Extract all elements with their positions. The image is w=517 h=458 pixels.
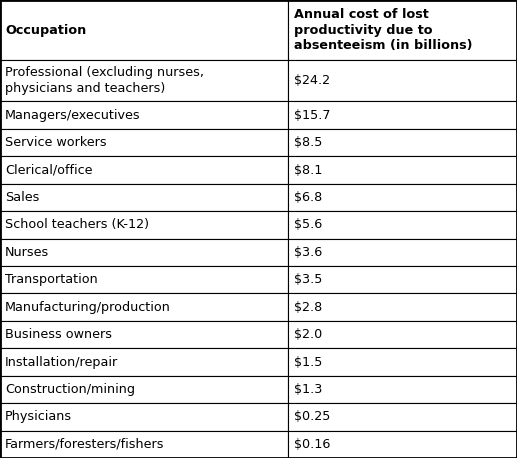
Bar xyxy=(0,129,288,156)
Bar xyxy=(288,0,517,60)
Bar xyxy=(288,321,517,348)
Text: Construction/mining: Construction/mining xyxy=(5,383,135,396)
Text: $2.8: $2.8 xyxy=(295,300,323,314)
Bar xyxy=(288,239,517,266)
Bar xyxy=(0,211,288,239)
Bar xyxy=(288,211,517,239)
Bar xyxy=(0,266,288,294)
Bar xyxy=(0,239,288,266)
Text: Annual cost of lost
productivity due to
absenteeism (in billions): Annual cost of lost productivity due to … xyxy=(295,8,473,52)
Text: $5.6: $5.6 xyxy=(295,218,323,231)
Bar xyxy=(288,376,517,403)
Bar xyxy=(288,266,517,294)
Text: Physicians: Physicians xyxy=(5,410,72,423)
Text: $2.0: $2.0 xyxy=(295,328,323,341)
Bar xyxy=(0,101,288,129)
Bar xyxy=(288,60,517,101)
Bar xyxy=(288,184,517,211)
Bar xyxy=(0,294,288,321)
Bar xyxy=(288,403,517,431)
Text: Farmers/foresters/fishers: Farmers/foresters/fishers xyxy=(5,438,164,451)
Text: $8.1: $8.1 xyxy=(295,164,323,176)
Text: $24.2: $24.2 xyxy=(295,74,330,87)
Text: $3.5: $3.5 xyxy=(295,273,323,286)
Bar xyxy=(288,101,517,129)
Bar xyxy=(288,156,517,184)
Bar xyxy=(0,156,288,184)
Bar xyxy=(0,60,288,101)
Text: School teachers (K-12): School teachers (K-12) xyxy=(5,218,149,231)
Text: $0.25: $0.25 xyxy=(295,410,331,423)
Bar xyxy=(0,431,288,458)
Text: Clerical/office: Clerical/office xyxy=(5,164,93,176)
Bar xyxy=(0,0,288,60)
Text: Business owners: Business owners xyxy=(5,328,112,341)
Bar xyxy=(0,376,288,403)
Text: $8.5: $8.5 xyxy=(295,136,323,149)
Text: Occupation: Occupation xyxy=(5,23,86,37)
Bar xyxy=(0,321,288,348)
Text: Manufacturing/production: Manufacturing/production xyxy=(5,300,171,314)
Text: Nurses: Nurses xyxy=(5,246,49,259)
Text: $0.16: $0.16 xyxy=(295,438,331,451)
Text: Sales: Sales xyxy=(5,191,39,204)
Bar xyxy=(0,348,288,376)
Bar xyxy=(288,431,517,458)
Bar xyxy=(0,403,288,431)
Text: $1.3: $1.3 xyxy=(295,383,323,396)
Text: Installation/repair: Installation/repair xyxy=(5,355,118,369)
Bar xyxy=(0,184,288,211)
Text: $1.5: $1.5 xyxy=(295,355,323,369)
Bar xyxy=(288,294,517,321)
Text: Managers/executives: Managers/executives xyxy=(5,109,141,122)
Text: Transportation: Transportation xyxy=(5,273,98,286)
Text: Professional (excluding nurses,
physicians and teachers): Professional (excluding nurses, physicia… xyxy=(5,66,204,95)
Text: $3.6: $3.6 xyxy=(295,246,323,259)
Text: $6.8: $6.8 xyxy=(295,191,323,204)
Text: Service workers: Service workers xyxy=(5,136,107,149)
Bar xyxy=(288,348,517,376)
Bar xyxy=(288,129,517,156)
Text: $15.7: $15.7 xyxy=(295,109,331,122)
